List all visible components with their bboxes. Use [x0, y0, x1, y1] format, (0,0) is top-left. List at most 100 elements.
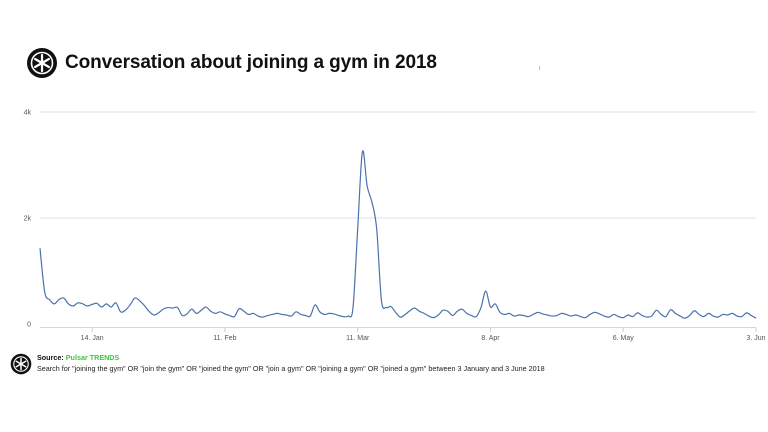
data-point — [252, 312, 255, 315]
data-point — [356, 227, 359, 230]
data-point — [133, 297, 136, 300]
data-point — [238, 307, 241, 310]
data-point — [148, 310, 151, 313]
data-point — [124, 309, 127, 312]
search-description: Search for "joining the gym" OR "join th… — [37, 363, 545, 373]
data-point — [185, 312, 188, 315]
data-point — [645, 316, 648, 319]
data-point — [683, 317, 686, 320]
data-point — [750, 314, 753, 317]
data-point — [593, 311, 596, 314]
data-point — [114, 301, 117, 304]
data-point — [181, 314, 184, 317]
data-point — [266, 314, 269, 317]
data-point — [508, 312, 511, 315]
data-point — [745, 311, 748, 314]
data-point — [318, 310, 321, 313]
source-text: Source: Pulsar TRENDS Search for "joinin… — [37, 353, 545, 374]
data-point — [285, 313, 288, 316]
data-point — [465, 312, 468, 315]
data-point — [261, 316, 264, 319]
data-point — [276, 312, 279, 315]
data-point — [570, 315, 573, 318]
grid-layer — [40, 111, 756, 219]
data-point — [247, 313, 250, 316]
data-point — [81, 302, 84, 305]
x-tick-label: 3. Jun — [746, 335, 765, 342]
chart-header: Conversation about joining a gym in 2018 — [26, 47, 437, 79]
data-point — [626, 313, 629, 316]
line-chart: 0 2k 4k 14. Jan 11. Feb 11. Mar 8. Apr 6. May 3… — [24, 110, 766, 343]
data-point — [731, 312, 734, 315]
data-point — [176, 306, 179, 309]
data-point — [503, 313, 506, 316]
data-point — [517, 313, 520, 316]
data-point — [560, 312, 563, 315]
data-point — [489, 306, 492, 309]
data-point — [328, 312, 331, 315]
data-point — [304, 314, 307, 317]
data-point — [664, 315, 667, 318]
data-point — [536, 311, 539, 314]
data-point — [446, 310, 449, 313]
x-tick-label: 6. May — [613, 335, 635, 342]
data-point — [361, 150, 364, 153]
data-point — [740, 315, 743, 318]
x-tick-label: 11. Feb — [213, 335, 236, 342]
data-point — [314, 303, 317, 306]
data-point — [698, 313, 701, 316]
series-layer — [39, 150, 758, 320]
pulsar-logo-icon — [10, 353, 32, 375]
data-point — [598, 312, 601, 315]
data-point — [62, 297, 65, 300]
x-tick-label: 11. Mar — [346, 335, 370, 342]
data-point — [394, 311, 397, 314]
y-axis: 0 2k 4k — [24, 110, 32, 329]
chart-title: Conversation about joining a gym in 2018 — [65, 52, 437, 73]
data-point — [494, 302, 497, 305]
data-point — [76, 301, 79, 304]
data-point — [257, 315, 260, 318]
data-point — [702, 315, 705, 318]
data-point — [427, 315, 430, 318]
data-point — [67, 302, 70, 305]
data-point — [479, 306, 482, 309]
data-point — [418, 310, 421, 313]
data-point — [712, 315, 715, 318]
data-point — [290, 315, 293, 318]
data-point — [223, 312, 226, 315]
source-footer: Source: Pulsar TRENDS Search for "joinin… — [10, 353, 545, 375]
data-point — [271, 313, 274, 316]
data-point — [579, 315, 582, 318]
data-point — [351, 307, 354, 310]
data-point — [209, 310, 212, 313]
data-point — [617, 315, 620, 318]
data-point — [589, 313, 592, 316]
x-tick-label: 8. Apr — [481, 335, 500, 342]
data-point — [408, 309, 411, 312]
data-point — [726, 313, 729, 316]
data-point — [91, 303, 94, 306]
data-point — [470, 314, 473, 317]
data-point — [48, 298, 51, 301]
data-point — [755, 317, 758, 320]
data-point — [612, 313, 615, 316]
data-point — [437, 313, 440, 316]
data-point — [366, 185, 369, 188]
data-point — [309, 315, 312, 318]
data-point — [456, 310, 459, 313]
data-point — [584, 316, 587, 319]
data-point — [204, 306, 207, 309]
data-point — [541, 312, 544, 315]
data-point — [641, 314, 644, 317]
data-point — [219, 310, 222, 313]
data-point — [413, 307, 416, 310]
x-axis: 14. Jan 11. Feb 11. Mar 8. Apr 6. May 3. Jun — [40, 327, 766, 342]
data-point — [299, 313, 302, 316]
data-point — [660, 313, 663, 316]
data-point — [498, 311, 501, 314]
source-name: Pulsar TRENDS — [65, 353, 120, 362]
data-point — [190, 308, 193, 311]
data-point — [707, 312, 710, 315]
data-point — [688, 314, 691, 317]
